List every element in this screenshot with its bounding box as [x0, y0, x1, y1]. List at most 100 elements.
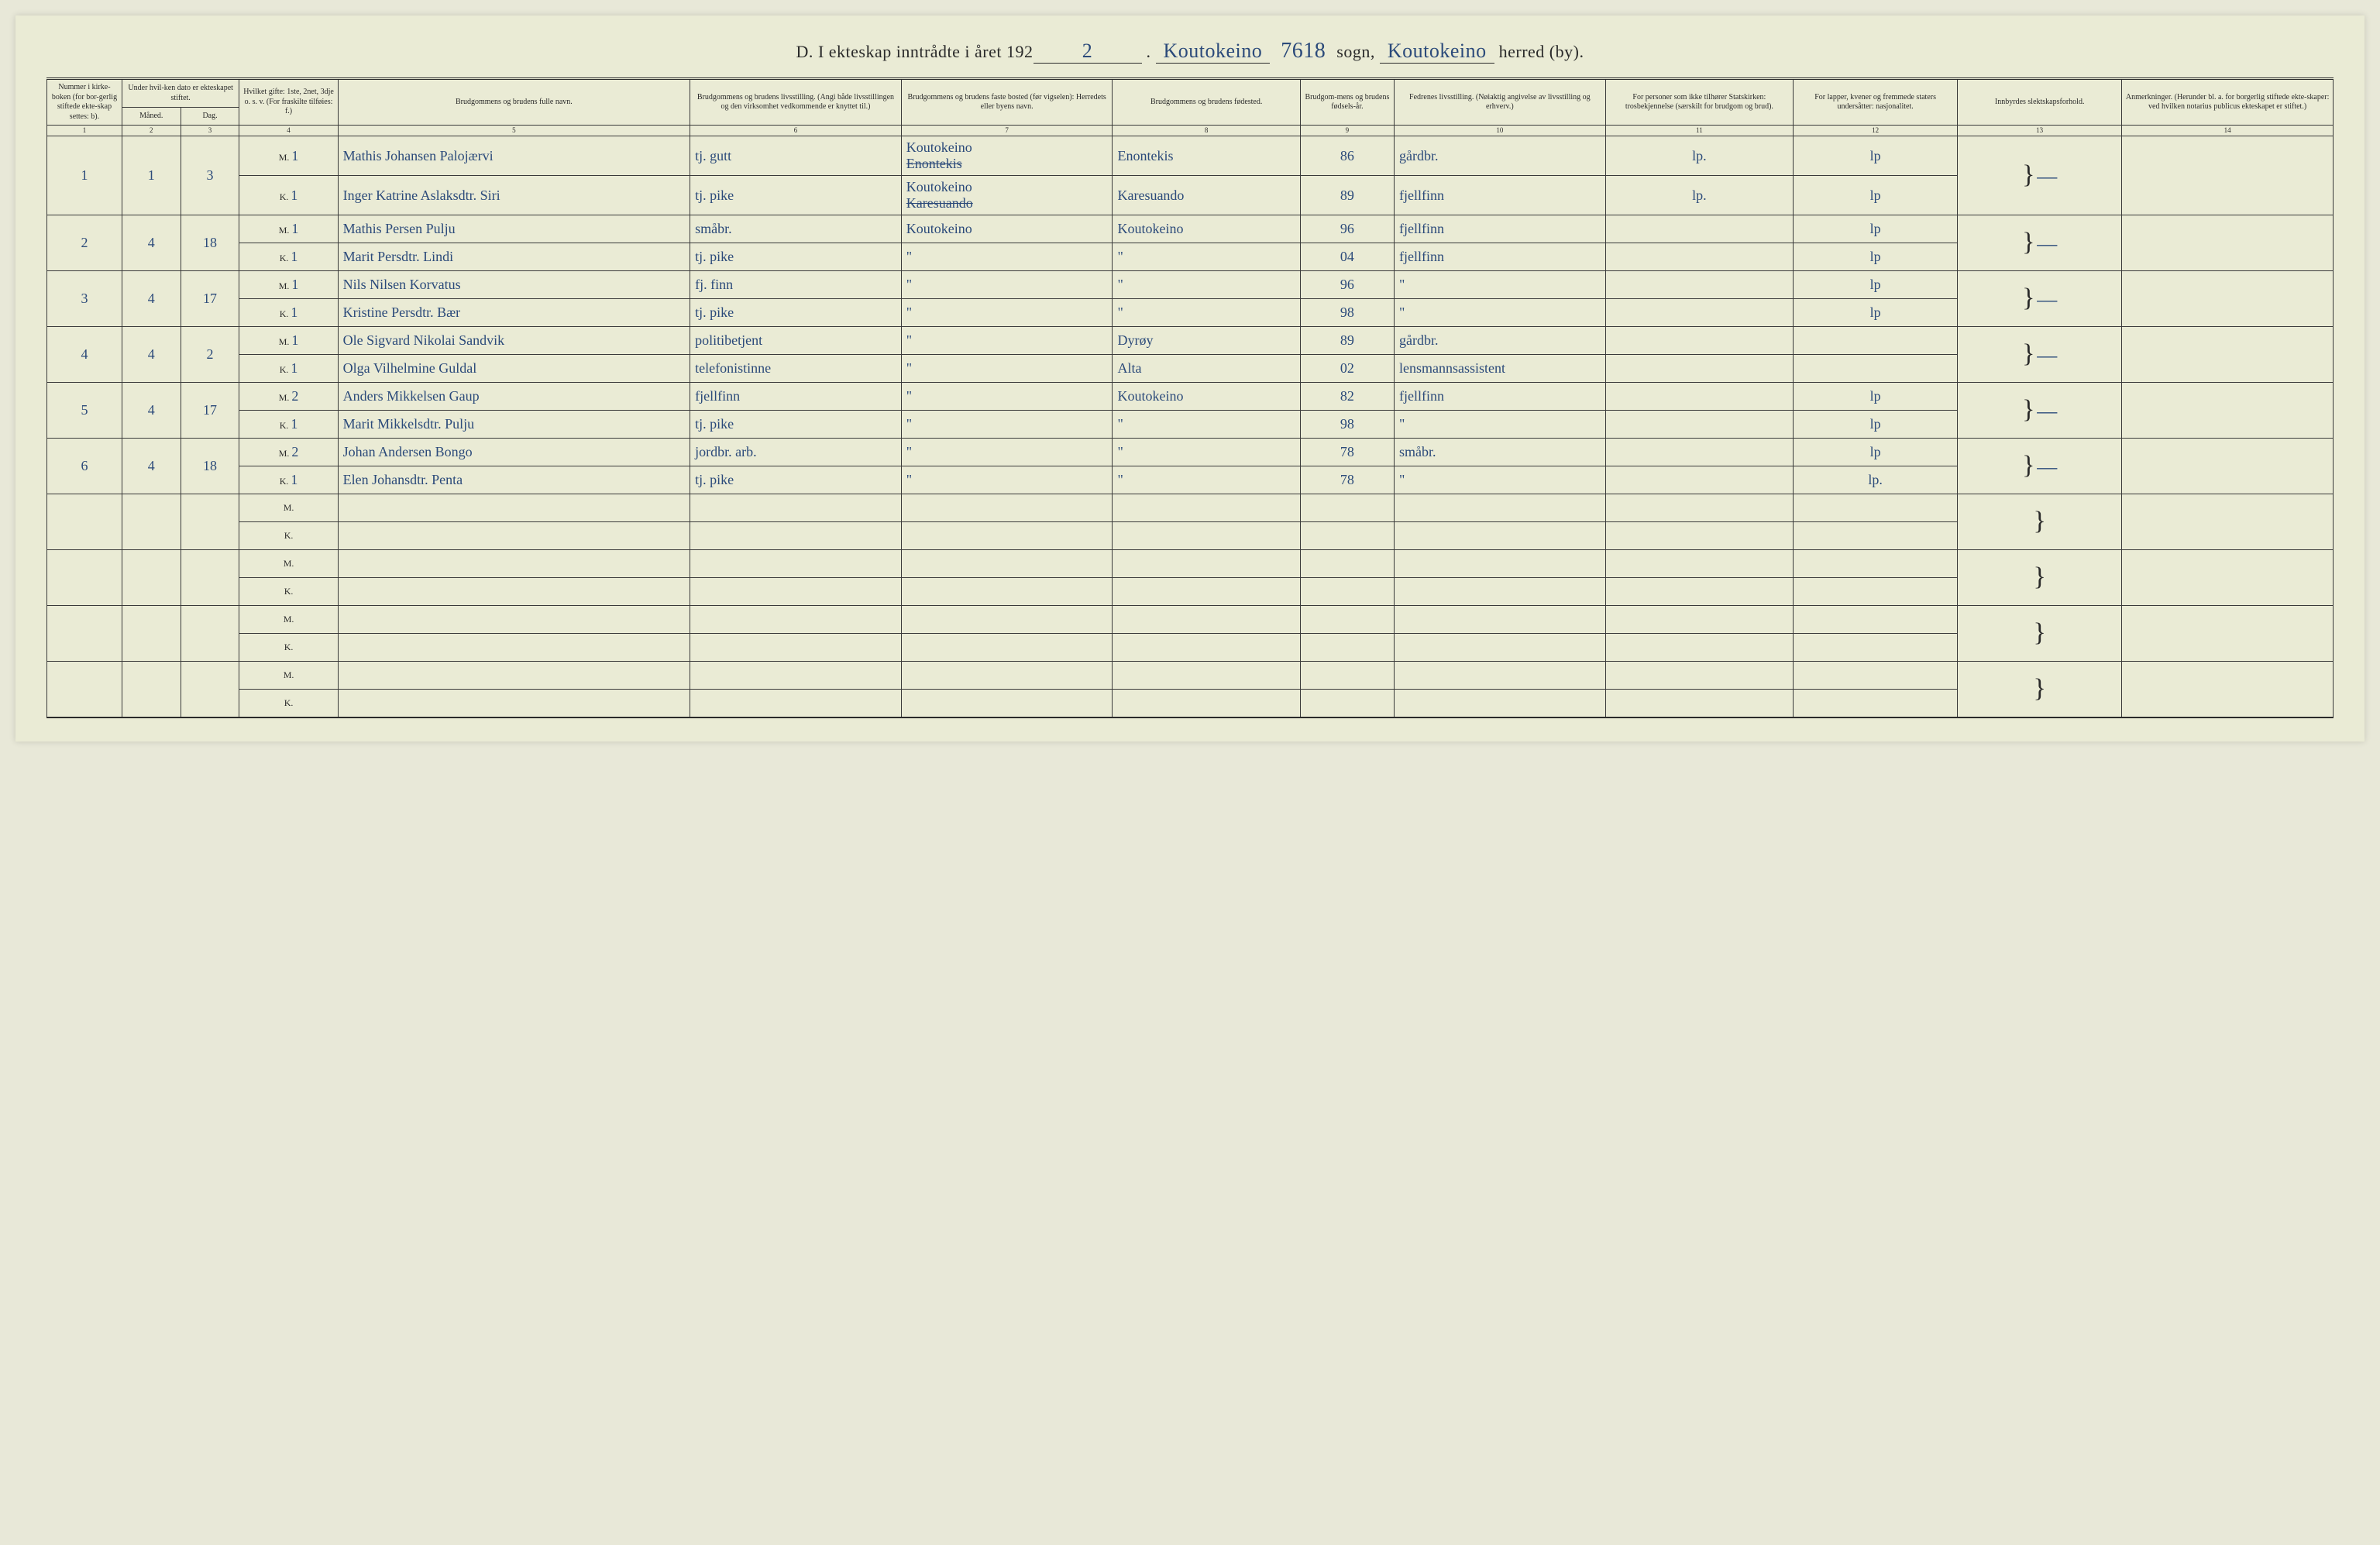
cell-fodested: ": [1113, 271, 1300, 299]
table-row-empty: M.}: [47, 606, 2334, 634]
cell-num: 2: [47, 215, 122, 271]
cell-empty: [690, 606, 902, 634]
cell-maned: 1: [122, 136, 181, 215]
cell-empty: [690, 662, 902, 690]
cell-bosted: KoutokeinoKaresuando: [901, 176, 1113, 215]
cell-c12: lp: [1794, 176, 1958, 215]
cell-empty: [1794, 494, 1958, 522]
cell-num: 3: [47, 271, 122, 327]
cell-aar: 89: [1300, 327, 1394, 355]
cell-dag: [181, 494, 239, 550]
colnum-2: 2: [122, 126, 181, 136]
cell-empty: [338, 606, 690, 634]
cell-empty: [1794, 550, 1958, 578]
title-text1: I ekteskap inntrådte i året 192: [818, 42, 1034, 61]
cell-aar: 86: [1300, 136, 1394, 176]
header-col-3: Dag.: [181, 108, 239, 126]
cell-far: fjellfinn: [1395, 176, 1606, 215]
cell-empty: [690, 578, 902, 606]
colnum-3: 3: [181, 126, 239, 136]
cell-num: [47, 606, 122, 662]
cell-empty: [1395, 494, 1606, 522]
cell-aar: 96: [1300, 215, 1394, 243]
table-row: 2418M. 1Mathis Persen Puljusmåbr.Koutoke…: [47, 215, 2334, 243]
cell-empty: [338, 550, 690, 578]
cell-empty: [1300, 606, 1394, 634]
colnum-7: 7: [901, 126, 1113, 136]
title-year-suffix: 2: [1034, 40, 1142, 64]
cell-maned: 4: [122, 439, 181, 494]
cell-fodested: Koutokeino: [1113, 215, 1300, 243]
cell-mk: K. 1: [239, 299, 338, 327]
cell-num: 6: [47, 439, 122, 494]
cell-far: ": [1395, 271, 1606, 299]
cell-empty: [901, 690, 1113, 717]
table-row-empty: M.}: [47, 550, 2334, 578]
cell-mk: K. 1: [239, 243, 338, 271]
cell-empty: [1794, 690, 1958, 717]
cell-far: ": [1395, 299, 1606, 327]
cell-c11: lp.: [1605, 136, 1793, 176]
cell-bosted: ": [901, 411, 1113, 439]
cell-empty: [338, 662, 690, 690]
cell-mk: M.: [239, 494, 338, 522]
cell-mk: M. 1: [239, 136, 338, 176]
cell-c12: lp.: [1794, 466, 1958, 494]
cell-navn: Marit Persdtr. Lindi: [338, 243, 690, 271]
cell-c14: [2122, 136, 2334, 215]
cell-dag: 17: [181, 271, 239, 327]
cell-c13: }: [1958, 606, 2122, 662]
cell-num: 5: [47, 383, 122, 439]
cell-stilling: tj. pike: [690, 176, 902, 215]
cell-empty: [1794, 634, 1958, 662]
cell-dag: [181, 606, 239, 662]
header-col-13: Innbyrdes slektskapsforhold.: [1958, 79, 2122, 126]
cell-navn: Marit Mikkelsdtr. Pulju: [338, 411, 690, 439]
cell-c11: [1605, 466, 1793, 494]
cell-empty: [1300, 550, 1394, 578]
colnum-5: 5: [338, 126, 690, 136]
cell-aar: 96: [1300, 271, 1394, 299]
table-body: 113M. 1Mathis Johansen Palojærvitj. gutt…: [47, 136, 2334, 717]
cell-empty: [1113, 522, 1300, 550]
cell-empty: [1300, 662, 1394, 690]
cell-c11: [1605, 327, 1793, 355]
colnum-6: 6: [690, 126, 902, 136]
cell-empty: [1300, 690, 1394, 717]
cell-navn: Olga Vilhelmine Guldal: [338, 355, 690, 383]
page-title-line: D. I ekteskap inntrådte i året 1922 . Ko…: [46, 39, 2334, 64]
cell-empty: [901, 606, 1113, 634]
cell-maned: 4: [122, 215, 181, 271]
cell-dag: 3: [181, 136, 239, 215]
cell-mk: K. 1: [239, 411, 338, 439]
cell-empty: [901, 522, 1113, 550]
cell-empty: [690, 522, 902, 550]
cell-mk: M. 1: [239, 271, 338, 299]
cell-c14: [2122, 662, 2334, 717]
cell-fodested: ": [1113, 466, 1300, 494]
title-idnum: 7618: [1274, 39, 1332, 63]
cell-c13: } —: [1958, 439, 2122, 494]
cell-aar: 78: [1300, 466, 1394, 494]
cell-bosted: Koutokeino: [901, 215, 1113, 243]
cell-empty: [1395, 634, 1606, 662]
cell-c12: lp: [1794, 299, 1958, 327]
cell-c14: [2122, 494, 2334, 550]
colnum-11: 11: [1605, 126, 1793, 136]
cell-mk: K.: [239, 522, 338, 550]
cell-navn: Kristine Persdtr. Bær: [338, 299, 690, 327]
cell-fodested: Koutokeino: [1113, 383, 1300, 411]
cell-navn: Mathis Johansen Palojærvi: [338, 136, 690, 176]
cell-empty: [1605, 606, 1793, 634]
table-row: 5417M. 2Anders Mikkelsen Gaupfjellfinn"K…: [47, 383, 2334, 411]
cell-aar: 82: [1300, 383, 1394, 411]
cell-c14: [2122, 550, 2334, 606]
title-sogn-hand: Koutokeino: [1156, 40, 1271, 64]
header-col-6: Brudgommens og brudens livsstilling. (An…: [690, 79, 902, 126]
cell-c13: } —: [1958, 383, 2122, 439]
cell-bosted: KoutokeinoEnontekis: [901, 136, 1113, 176]
cell-c12: lp: [1794, 243, 1958, 271]
cell-maned: [122, 606, 181, 662]
cell-empty: [1395, 522, 1606, 550]
cell-navn: Nils Nilsen Korvatus: [338, 271, 690, 299]
